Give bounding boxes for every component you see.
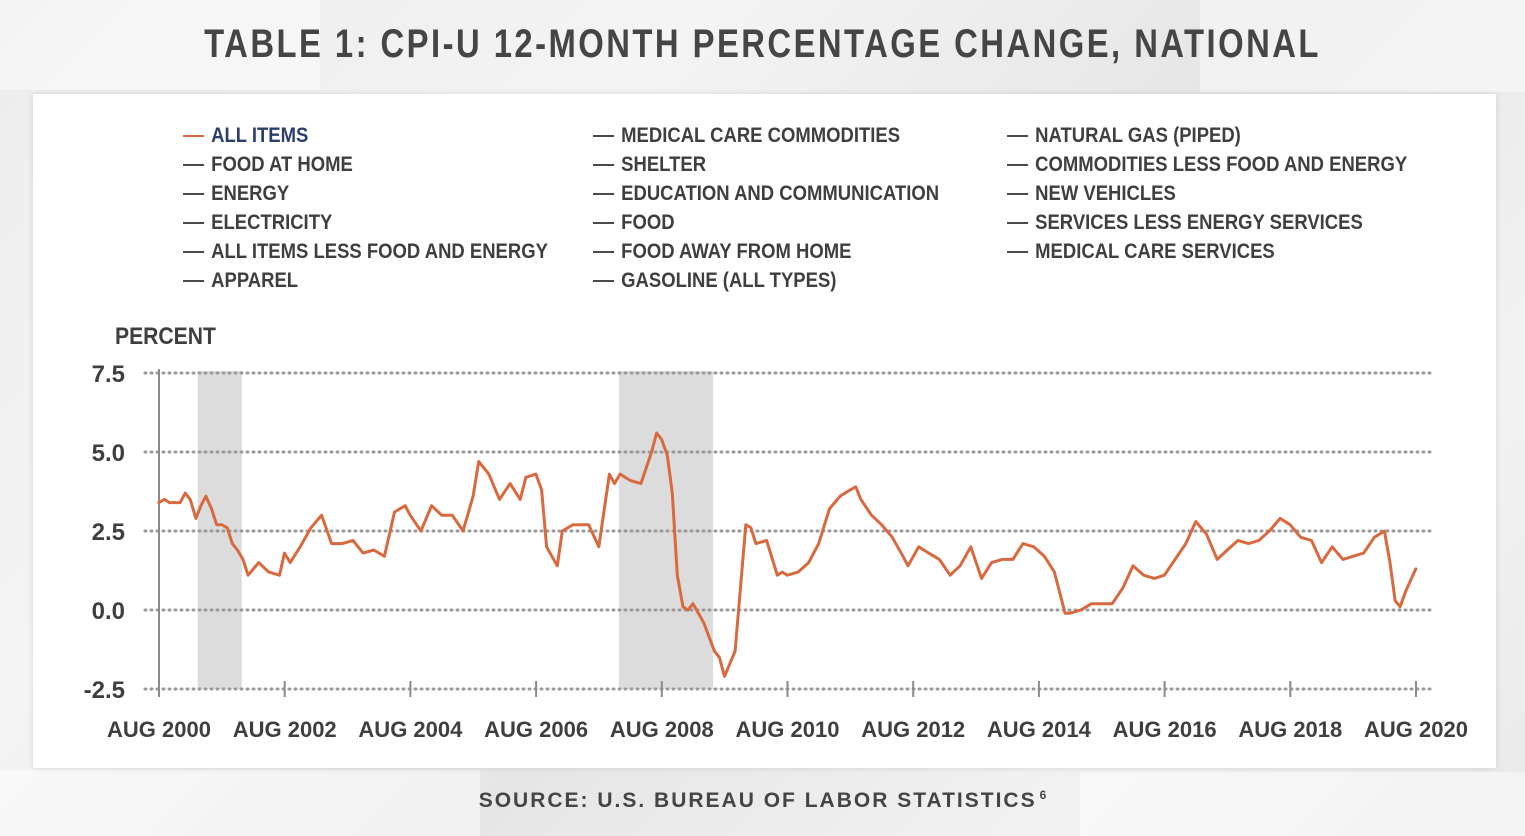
legend-label: ENERGY — [211, 182, 290, 205]
y-tick-label: 5.0 — [92, 440, 125, 467]
background-shape — [0, 770, 480, 836]
legend-swatch — [593, 192, 615, 195]
legend-column-1: ALL ITEMS FOOD AT HOME ENERGY ELECTRICIT… — [183, 121, 598, 295]
line-chart: 7.5 5.0 2.5 0.0 -2.5 AUG 2000 AUG 2002 AUG 2004… — [84, 361, 1468, 742]
legend-label: SHELTER — [621, 153, 707, 176]
legend-swatch — [183, 163, 205, 166]
source-credit: SOURCE: U.S. BUREAU OF LABOR STATISTICS 6 — [0, 788, 1525, 813]
x-tick-label: AUG 2020 — [1364, 717, 1468, 742]
x-tick-label: AUG 2006 — [484, 717, 588, 742]
legend-label: APPAREL — [211, 269, 299, 292]
legend-swatch — [1007, 250, 1029, 253]
legend-label: GASOLINE (ALL TYPES) — [621, 269, 837, 292]
source-footnote: 6 — [1039, 788, 1047, 802]
legend-swatch — [183, 221, 205, 224]
legend-item-commodities-less-food-energy[interactable]: COMMODITIES LESS FOOD AND ENERGY — [1007, 150, 1407, 179]
legend-label: FOOD AT HOME — [211, 153, 353, 176]
legend-label: FOOD — [621, 211, 675, 234]
legend-item-all-items[interactable]: ALL ITEMS — [183, 121, 548, 150]
legend-label: ALL ITEMS — [211, 124, 309, 147]
legend-column-2: MEDICAL CARE COMMODITIES SHELTER EDUCATI… — [593, 121, 986, 295]
legend-label: NEW VEHICLES — [1035, 182, 1176, 205]
legend-label: MEDICAL CARE COMMODITIES — [621, 124, 901, 147]
x-tick-label: AUG 2002 — [233, 717, 337, 742]
chart-panel: ALL ITEMS FOOD AT HOME ENERGY ELECTRICIT… — [33, 94, 1496, 768]
legend-item-energy[interactable]: ENERGY — [183, 179, 548, 208]
background-shape — [0, 0, 320, 90]
legend-swatch — [1007, 134, 1029, 137]
legend-item-shelter[interactable]: SHELTER — [593, 150, 939, 179]
legend-item-natural-gas[interactable]: NATURAL GAS (PIPED) — [1007, 121, 1407, 150]
legend-label: SERVICES LESS ENERGY SERVICES — [1035, 211, 1363, 234]
legend-column-3: NATURAL GAS (PIPED) COMMODITIES LESS FOO… — [1007, 121, 1462, 266]
x-tick-label: AUG 2000 — [107, 717, 211, 742]
legend-label: FOOD AWAY FROM HOME — [621, 240, 852, 263]
x-tick-label: AUG 2012 — [861, 717, 965, 742]
legend-swatch — [183, 279, 205, 282]
y-axis-title: PERCENT — [115, 323, 216, 350]
legend-swatch — [593, 250, 615, 253]
legend-swatch — [593, 221, 615, 224]
background-shape — [1080, 772, 1525, 836]
legend-item-all-items-less-food-energy[interactable]: ALL ITEMS LESS FOOD AND ENERGY — [183, 237, 548, 266]
legend-label: ELECTRICITY — [211, 211, 333, 234]
legend-label: EDUCATION AND COMMUNICATION — [621, 182, 940, 205]
legend-item-food-at-home[interactable]: FOOD AT HOME — [183, 150, 548, 179]
x-tick-label: AUG 2004 — [358, 717, 463, 742]
x-tick-label: AUG 2016 — [1113, 717, 1217, 742]
legend-swatch — [593, 134, 615, 137]
y-tick-label: 2.5 — [92, 519, 125, 546]
legend-label: COMMODITIES LESS FOOD AND ENERGY — [1035, 153, 1408, 176]
legend-item-apparel[interactable]: APPAREL — [183, 266, 548, 295]
legend-item-education-communication[interactable]: EDUCATION AND COMMUNICATION — [593, 179, 939, 208]
legend-swatch — [1007, 192, 1029, 195]
source-text: SOURCE: U.S. BUREAU OF LABOR STATISTICS — [478, 789, 1037, 812]
legend-swatch — [183, 134, 205, 137]
legend-item-gasoline[interactable]: GASOLINE (ALL TYPES) — [593, 266, 939, 295]
legend-item-electricity[interactable]: ELECTRICITY — [183, 208, 548, 237]
x-tick-label: AUG 2008 — [610, 717, 714, 742]
legend-item-medical-care-services[interactable]: MEDICAL CARE SERVICES — [1007, 237, 1407, 266]
x-tick-label: AUG 2010 — [736, 717, 840, 742]
legend-label: MEDICAL CARE SERVICES — [1035, 240, 1275, 263]
legend-swatch — [593, 163, 615, 166]
series-line-all-items — [157, 431, 1418, 678]
y-tick-label: -2.5 — [84, 677, 125, 704]
legend-swatch — [1007, 221, 1029, 224]
y-tick-label: 0.0 — [92, 598, 125, 625]
legend-swatch — [183, 250, 205, 253]
page-title: TABLE 1: CPI-U 12-MONTH PERCENTAGE CHANG… — [204, 22, 1321, 66]
x-tick-label: AUG 2014 — [987, 717, 1092, 742]
background-shape — [1200, 0, 1525, 92]
x-tick-label: AUG 2018 — [1238, 717, 1342, 742]
legend-label: NATURAL GAS (PIPED) — [1035, 124, 1241, 147]
legend-item-new-vehicles[interactable]: NEW VEHICLES — [1007, 179, 1407, 208]
legend-item-food[interactable]: FOOD — [593, 208, 939, 237]
y-tick-label: 7.5 — [92, 361, 125, 388]
legend-swatch — [183, 192, 205, 195]
legend-swatch — [593, 279, 615, 282]
legend-item-food-away-from-home[interactable]: FOOD AWAY FROM HOME — [593, 237, 939, 266]
legend-item-medical-care-commodities[interactable]: MEDICAL CARE COMMODITIES — [593, 121, 939, 150]
legend-swatch — [1007, 163, 1029, 166]
legend-item-services-less-energy[interactable]: SERVICES LESS ENERGY SERVICES — [1007, 208, 1407, 237]
legend-label: ALL ITEMS LESS FOOD AND ENERGY — [211, 240, 548, 263]
